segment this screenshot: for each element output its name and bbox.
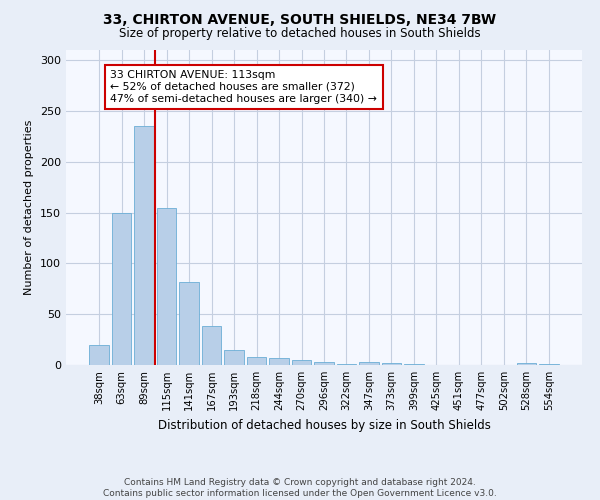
Bar [292, 360, 311, 365]
Text: 33 CHIRTON AVENUE: 113sqm
← 52% of detached houses are smaller (372)
47% of semi: 33 CHIRTON AVENUE: 113sqm ← 52% of detac… [110, 70, 377, 104]
Bar [404, 364, 424, 365]
Bar [382, 363, 401, 365]
Y-axis label: Number of detached properties: Number of detached properties [25, 120, 34, 295]
Bar [134, 126, 154, 365]
X-axis label: Distribution of detached houses by size in South Shields: Distribution of detached houses by size … [158, 418, 490, 432]
Bar [517, 363, 536, 365]
Bar [269, 358, 289, 365]
Bar [202, 326, 221, 365]
Text: Contains HM Land Registry data © Crown copyright and database right 2024.
Contai: Contains HM Land Registry data © Crown c… [103, 478, 497, 498]
Bar [314, 362, 334, 365]
Bar [157, 208, 176, 365]
Bar [247, 357, 266, 365]
Bar [337, 364, 356, 365]
Bar [359, 362, 379, 365]
Text: 33, CHIRTON AVENUE, SOUTH SHIELDS, NE34 7BW: 33, CHIRTON AVENUE, SOUTH SHIELDS, NE34 … [103, 12, 497, 26]
Bar [89, 344, 109, 365]
Bar [224, 350, 244, 365]
Bar [112, 212, 131, 365]
Text: Size of property relative to detached houses in South Shields: Size of property relative to detached ho… [119, 28, 481, 40]
Bar [179, 282, 199, 365]
Bar [539, 364, 559, 365]
